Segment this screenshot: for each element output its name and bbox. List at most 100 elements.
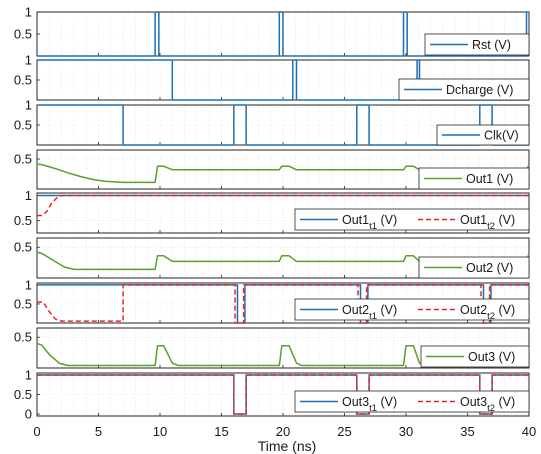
series-line-out2-0 <box>36 251 530 271</box>
x-tick-label: 10 <box>153 424 167 439</box>
legend-out1t: Out1t1 (V) Out1t2 (V) <box>294 208 530 232</box>
chart-panels: 1 0.5 Rst (V) 1 0.5 Dcharge (V) 1 0.5 Clk(V) 0.5 O… <box>14 5 530 422</box>
legend-unit: (V) <box>495 395 515 409</box>
y-tick-label: 1 <box>25 53 32 68</box>
legend-name: Out1 (V) <box>466 172 513 186</box>
series-line-out3t-1 <box>37 374 529 415</box>
x-tick-label: 35 <box>460 424 474 439</box>
legend-rst: Rst (V) <box>424 33 530 56</box>
legend-box <box>418 167 530 190</box>
y-tick-label: 0.5 <box>14 330 32 345</box>
legend-subscript: t2 <box>487 311 495 322</box>
series-line-out1-0 <box>36 163 530 184</box>
legend-unit: (V) <box>377 395 397 409</box>
panel-dcharge: 1 0.5 Dcharge (V) <box>14 53 530 101</box>
legend-name: Clk(V) <box>484 129 519 143</box>
panel-rst: 1 0.5 Rst (V) <box>14 5 530 57</box>
y-tick-label: 1 <box>25 98 32 113</box>
legend-unit: (V) <box>377 303 397 317</box>
x-axis: 0 5 10 15 20 25 30 35 40 <box>33 424 536 439</box>
legend-label: Out1 (V) <box>466 172 513 186</box>
legend-unit: (V) <box>495 303 515 317</box>
x-tick-label: 20 <box>276 424 290 439</box>
legend-name: Out2 <box>460 303 487 317</box>
legend-unit: (V) <box>377 213 397 227</box>
x-tick-label: 25 <box>337 424 351 439</box>
legend-subscript: t1 <box>369 311 377 322</box>
gridlines <box>36 150 530 189</box>
legend-subscript: t2 <box>487 403 495 414</box>
y-tick-label: 1 <box>25 277 32 292</box>
legend-out1: Out1 (V) <box>418 167 530 190</box>
legend-out2: Out2 (V) <box>418 256 530 279</box>
legend-unit: (V) <box>495 213 515 227</box>
legend-subscript: t1 <box>369 403 377 414</box>
x-tick-label: 30 <box>399 424 413 439</box>
legend-out2t: Out2t1 (V) Out2t2 (V) <box>294 298 530 322</box>
series-line-clk-0 <box>37 104 529 146</box>
series-line-out3-0 <box>36 342 530 367</box>
panel-out2: 0.5 Out2 (V) <box>14 237 530 279</box>
panel-clk: 1 0.5 Clk(V) <box>14 98 530 146</box>
y-tick-label: 0 <box>25 407 32 422</box>
y-tick-label: 0.5 <box>14 27 32 42</box>
legend-label: Rst (V) <box>472 38 511 52</box>
legend-name: Rst (V) <box>472 38 511 52</box>
legend-box <box>424 33 530 56</box>
y-tick-label: 1 <box>25 5 32 20</box>
legend-label: Out1t1 (V) <box>342 213 397 232</box>
legend-box <box>420 345 530 368</box>
legend-label: Dcharge (V) <box>446 83 513 97</box>
legend-label: Out2 (V) <box>466 261 513 275</box>
legend-name: Dcharge (V) <box>446 83 513 97</box>
legend-label: Out1t2 (V) <box>460 213 515 232</box>
legend-out3t: Out3t1 (V) Out3t2 (V) <box>294 390 530 414</box>
legend-box <box>294 208 530 231</box>
legend-name: Out2 (V) <box>466 261 513 275</box>
legend-name: Out1 <box>342 213 369 227</box>
panel-out2t: 10.5 Out2t1 (V) Out2t2 (V) <box>14 277 530 324</box>
legend-subscript: t2 <box>487 221 495 232</box>
y-tick-label: 0.5 <box>14 387 32 402</box>
x-axis-label: Time (ns) <box>258 438 317 454</box>
legend-clk: Clk(V) <box>436 124 530 146</box>
legend-box <box>294 298 530 321</box>
legend-box <box>436 124 530 146</box>
x-tick-label: 0 <box>33 424 40 439</box>
legend-dcharge: Dcharge (V) <box>398 78 530 101</box>
legend-name: Out2 <box>342 303 369 317</box>
y-tick-label: 0.5 <box>14 73 32 88</box>
panel-out3: 0.5 Out3 (V) <box>14 327 530 369</box>
legend-name: Out1 <box>460 213 487 227</box>
y-tick-label: 1 <box>25 188 32 203</box>
panel-out1: 0.5 Out1 (V) <box>14 149 530 190</box>
series-line-dcharge-0 <box>37 59 529 101</box>
x-tick-label: 15 <box>214 424 228 439</box>
panel-out1t: 10.5 Out1t1 (V) Out1t2 (V) <box>14 188 530 234</box>
legend-name: Out3 <box>460 395 487 409</box>
x-tick-label: 40 <box>522 424 536 439</box>
legend-label: Out2t1 (V) <box>342 303 397 322</box>
x-tick-label: 5 <box>95 424 102 439</box>
y-tick-label: 0.5 <box>14 118 32 133</box>
legend-out3: Out3 (V) <box>420 345 530 368</box>
legend-box <box>398 78 530 101</box>
series-line-out1t-1 <box>37 194 529 217</box>
legend-label: Out2t2 (V) <box>460 303 515 322</box>
series-line-rst-0 <box>37 11 529 57</box>
legend-box <box>294 390 530 413</box>
legend-label: Out3 (V) <box>468 350 515 364</box>
y-tick-label: 0.5 <box>14 240 32 255</box>
y-tick-label: 1 <box>25 367 32 382</box>
y-tick-label: 0.5 <box>14 152 32 167</box>
legend-label: Out3t2 (V) <box>460 395 515 414</box>
legend-subscript: t1 <box>369 221 377 232</box>
legend-name: Out3 <box>342 395 369 409</box>
legend-label: Out3t1 (V) <box>342 395 397 414</box>
y-tick-label: 0.5 <box>14 296 32 311</box>
legend-box <box>418 256 530 279</box>
y-tick-label: 0.5 <box>14 213 32 228</box>
legend-name: Out3 (V) <box>468 350 515 364</box>
